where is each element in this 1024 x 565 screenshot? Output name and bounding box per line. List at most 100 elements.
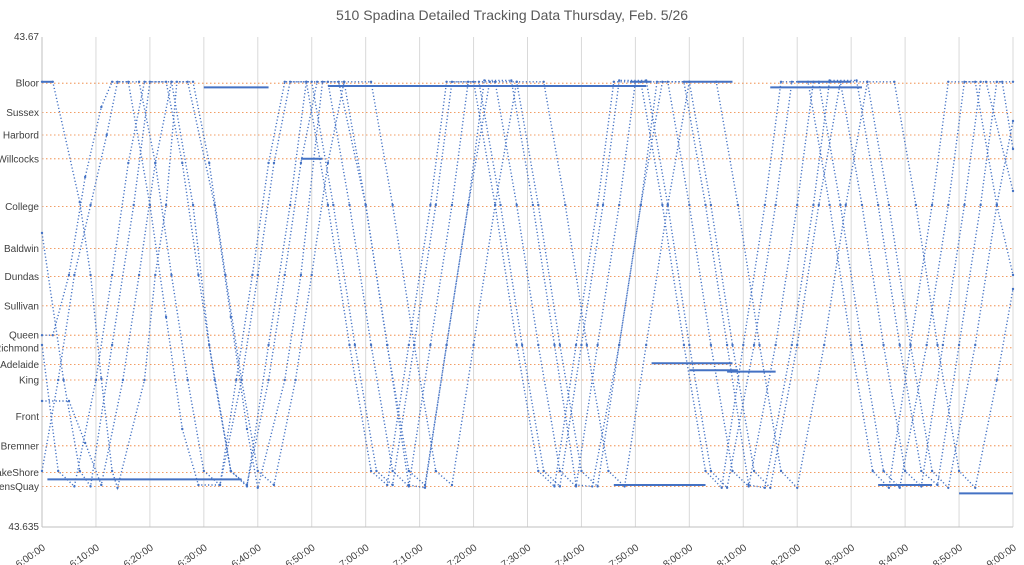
data-point xyxy=(779,80,783,84)
data-point xyxy=(828,79,831,82)
data-point xyxy=(51,80,54,84)
data-point xyxy=(89,203,92,207)
data-point xyxy=(110,80,114,84)
data-point xyxy=(644,79,648,82)
data-point xyxy=(930,469,934,473)
data-point xyxy=(752,343,756,347)
data-layer xyxy=(40,79,1015,495)
data-point xyxy=(974,80,977,84)
data-point xyxy=(510,79,513,82)
data-point xyxy=(218,483,222,487)
data-point xyxy=(639,80,642,84)
data-point xyxy=(267,161,270,165)
stop-label: Adelaide xyxy=(0,360,39,371)
data-point xyxy=(806,80,810,84)
data-point xyxy=(67,273,71,277)
data-point xyxy=(947,486,950,489)
data-point xyxy=(666,80,669,84)
data-point xyxy=(272,483,276,487)
data-point xyxy=(774,203,777,207)
data-point xyxy=(191,203,195,207)
data-point xyxy=(876,203,880,207)
data-point xyxy=(704,203,707,207)
data-point xyxy=(515,80,518,84)
data-point xyxy=(332,203,335,207)
data-point xyxy=(763,203,767,207)
data-point xyxy=(391,469,394,473)
data-point xyxy=(893,80,896,84)
data-point xyxy=(116,486,119,489)
data-point xyxy=(208,343,211,347)
data-point xyxy=(89,485,92,488)
data-point xyxy=(947,80,950,84)
data-point xyxy=(240,378,243,382)
data-point xyxy=(688,343,691,347)
x-tick-label: 9:00:00 xyxy=(985,542,1019,565)
data-point xyxy=(979,80,982,84)
data-point xyxy=(40,334,44,337)
data-point xyxy=(596,485,599,488)
data-point xyxy=(450,203,454,207)
data-point xyxy=(40,399,44,403)
data-point xyxy=(67,399,71,403)
data-point xyxy=(391,203,394,207)
data-point xyxy=(197,273,200,277)
data-point xyxy=(553,485,556,488)
data-point xyxy=(73,485,76,488)
data-point xyxy=(618,79,621,82)
data-point xyxy=(871,469,874,473)
data-point xyxy=(812,203,815,207)
data-point xyxy=(542,469,545,473)
data-point xyxy=(229,469,233,473)
stop-label: Queen xyxy=(9,331,39,342)
data-point xyxy=(1011,287,1015,291)
data-point xyxy=(272,161,276,165)
stop-label: Richmond xyxy=(0,343,39,354)
data-point xyxy=(100,377,103,380)
data-point xyxy=(423,483,427,487)
data-point xyxy=(666,203,669,207)
data-point xyxy=(326,161,330,165)
data-point xyxy=(434,469,437,473)
data-point xyxy=(849,343,853,347)
stop-label: Bloor xyxy=(16,79,40,90)
x-tick-label: 6:40:00 xyxy=(230,542,264,565)
data-point xyxy=(305,80,308,84)
stop-label: Sussex xyxy=(6,108,39,119)
data-point xyxy=(558,469,562,473)
data-point xyxy=(224,273,227,277)
data-point xyxy=(391,483,394,487)
data-point xyxy=(709,203,713,207)
stop-label: King xyxy=(19,376,39,387)
data-point xyxy=(364,203,367,207)
data-point xyxy=(245,485,249,488)
data-point xyxy=(40,469,44,473)
data-point xyxy=(256,273,259,277)
data-point xyxy=(564,203,567,207)
data-point xyxy=(51,334,54,337)
data-point xyxy=(83,175,87,179)
data-point xyxy=(709,343,713,347)
data-point xyxy=(812,80,815,84)
axis-layer xyxy=(41,37,1013,528)
data-point xyxy=(974,343,977,347)
data-point xyxy=(941,343,945,347)
data-point xyxy=(434,203,437,207)
data-point xyxy=(520,343,524,347)
data-point xyxy=(607,469,610,473)
x-tick-label: 7:00:00 xyxy=(338,542,372,565)
x-tick-label: 7:40:00 xyxy=(554,542,588,565)
data-point xyxy=(186,378,189,382)
y-tick-label: 43.67 xyxy=(14,32,39,43)
data-point xyxy=(78,469,81,473)
data-point xyxy=(1011,273,1015,277)
data-point xyxy=(796,343,799,347)
data-point xyxy=(186,80,189,84)
stop-label: QueensQuay xyxy=(0,482,39,493)
data-point xyxy=(558,343,562,347)
data-point xyxy=(326,203,330,207)
data-point xyxy=(375,469,378,473)
data-point xyxy=(466,203,470,207)
data-point xyxy=(736,203,740,207)
data-point xyxy=(887,203,891,207)
